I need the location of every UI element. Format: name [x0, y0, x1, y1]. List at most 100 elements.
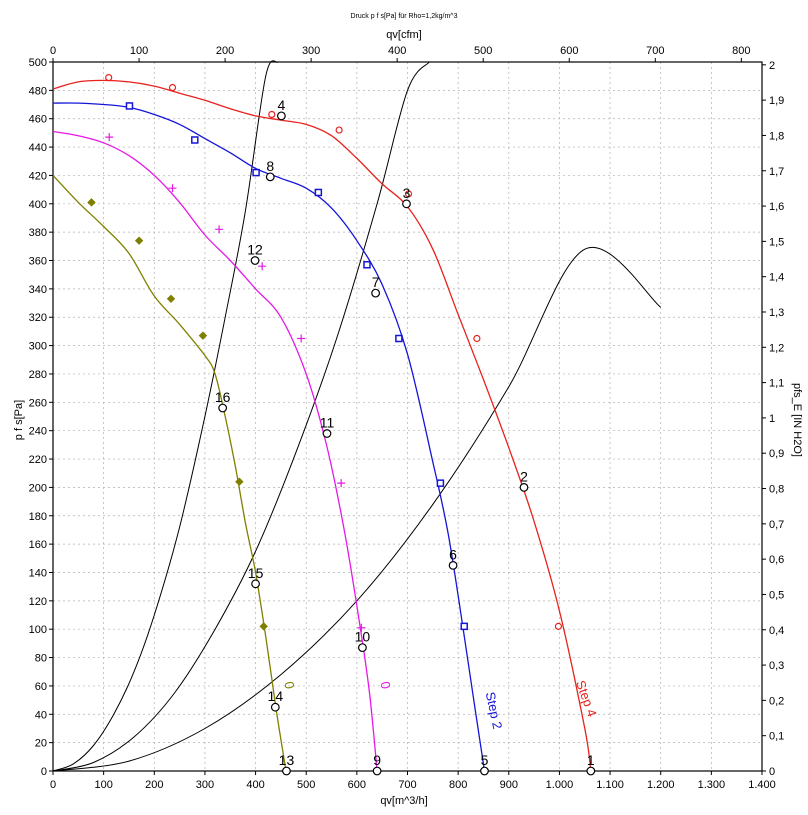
- curve-label: 0: [281, 680, 297, 690]
- system-curve: [52, 60, 279, 772]
- y-tick-label: 140: [29, 567, 47, 579]
- data-marker: [314, 188, 323, 197]
- data-marker: [436, 479, 445, 487]
- y-tick-label: 200: [29, 482, 47, 494]
- data-marker: [335, 126, 343, 134]
- data-marker: [554, 622, 563, 630]
- operating-point: [282, 766, 291, 776]
- x-tick-label: 1.300: [698, 779, 726, 791]
- data-marker: [87, 198, 96, 207]
- operating-point-label: 16: [215, 389, 231, 405]
- data-marker: [168, 184, 177, 193]
- y2-tick-label: 1,5: [769, 236, 784, 248]
- operating-point: [276, 111, 286, 121]
- operating-point-label: 7: [372, 274, 380, 290]
- operating-point: [448, 560, 458, 570]
- y-tick-label: 100: [29, 624, 47, 636]
- operating-point: [480, 766, 489, 776]
- x2-tick-label: 100: [130, 45, 148, 57]
- data-marker: [105, 133, 114, 142]
- y-tick-label: 180: [29, 511, 47, 523]
- operating-point-label: 14: [268, 688, 284, 704]
- fan-curve: [52, 79, 592, 772]
- data-marker: [168, 83, 177, 92]
- x2-tick-label: 200: [216, 45, 234, 57]
- data-marker: [268, 110, 276, 119]
- y-tick-label: 260: [29, 397, 47, 409]
- system-curves: [52, 60, 662, 772]
- data-marker: [191, 136, 199, 144]
- x2-tick-label: 800: [732, 45, 750, 57]
- operating-point-label: 4: [278, 97, 286, 113]
- operating-point: [519, 483, 529, 492]
- y2-tick-label: 0,1: [769, 731, 784, 743]
- data-marker: [215, 225, 224, 234]
- operating-point: [270, 702, 280, 712]
- operating-point-label: 1: [587, 752, 595, 768]
- data-marker: [473, 334, 481, 343]
- y-tick-label: 380: [29, 227, 47, 239]
- y-tick-label: 60: [35, 681, 47, 693]
- operating-point-label: 15: [248, 565, 264, 581]
- y2-tick-label: 0,7: [769, 519, 784, 531]
- y2-tick-label: 1,7: [769, 166, 784, 178]
- y2-tick-label: 0,6: [769, 554, 784, 566]
- axis-ticks: 0 100 200 300 400 500 600 700 800 900 1.000 1.100 1.…: [29, 45, 785, 791]
- fan-curves: [52, 79, 592, 772]
- y2-tick-label: 1,1: [769, 378, 784, 390]
- y2-tick-label: 0,8: [769, 484, 784, 496]
- x2-tick-label: 300: [302, 45, 320, 57]
- y2-tick-label: 2: [769, 60, 775, 72]
- data-marker: [363, 261, 371, 269]
- operating-point: [402, 199, 411, 209]
- x-tick-label: 200: [145, 779, 163, 791]
- operating-point: [322, 429, 332, 438]
- data-marker: [235, 477, 244, 486]
- y-tick-label: 160: [29, 539, 47, 551]
- system-curve: [52, 61, 430, 772]
- curve-label: Step 4: [573, 678, 600, 718]
- y-tick-label: 0: [41, 766, 47, 778]
- y-tick-label: 80: [35, 653, 47, 665]
- y2-tick-label: 0,5: [769, 589, 784, 601]
- data-marker: [259, 622, 268, 631]
- y-tick-label: 240: [29, 426, 47, 438]
- y-tick-label: 440: [29, 142, 47, 154]
- y2-tick-label: 0: [769, 766, 775, 778]
- y-tick-label: 340: [29, 284, 47, 296]
- y2-tick-label: 0,9: [769, 448, 784, 460]
- y-tick-label: 220: [29, 454, 47, 466]
- x-tick-label: 1.100: [596, 779, 624, 791]
- chart-title: Druck p f s[Pa] für Rho=1,2kg/m^3: [351, 13, 458, 20]
- operating-point-label: 9: [373, 752, 381, 768]
- x-tick-label: 800: [449, 779, 467, 791]
- operating-point: [265, 172, 275, 182]
- curve-label: Step 2: [483, 691, 505, 731]
- operating-point: [358, 643, 367, 653]
- y-tick-label: 400: [29, 199, 47, 211]
- y-tick-label: 420: [29, 170, 47, 182]
- operating-point-label: 8: [266, 158, 274, 174]
- data-marker: [166, 294, 176, 304]
- y-tick-label: 360: [29, 256, 47, 268]
- y-tick-label: 500: [29, 57, 47, 69]
- right-axis-label: pfs_E [IN H2O]: [791, 383, 803, 457]
- x-tick-label: 100: [94, 779, 112, 791]
- data-marker: [297, 334, 306, 343]
- operating-point: [251, 579, 260, 589]
- fan-curve: [52, 174, 287, 772]
- data-marker: [198, 331, 208, 340]
- y2-tick-label: 0,2: [769, 695, 784, 707]
- x-tick-label: 0: [50, 779, 56, 791]
- left-axis-label: p f s[Pa]: [13, 400, 25, 440]
- y2-tick-label: 1,9: [769, 95, 784, 107]
- data-marker: [125, 102, 134, 110]
- x-tick-label: 900: [500, 779, 518, 791]
- x-tick-label: 1.400: [748, 779, 776, 791]
- data-marker: [134, 236, 144, 245]
- y2-tick-label: 1,8: [769, 130, 784, 142]
- fan-curve: [52, 130, 378, 772]
- data-marker: [252, 168, 260, 177]
